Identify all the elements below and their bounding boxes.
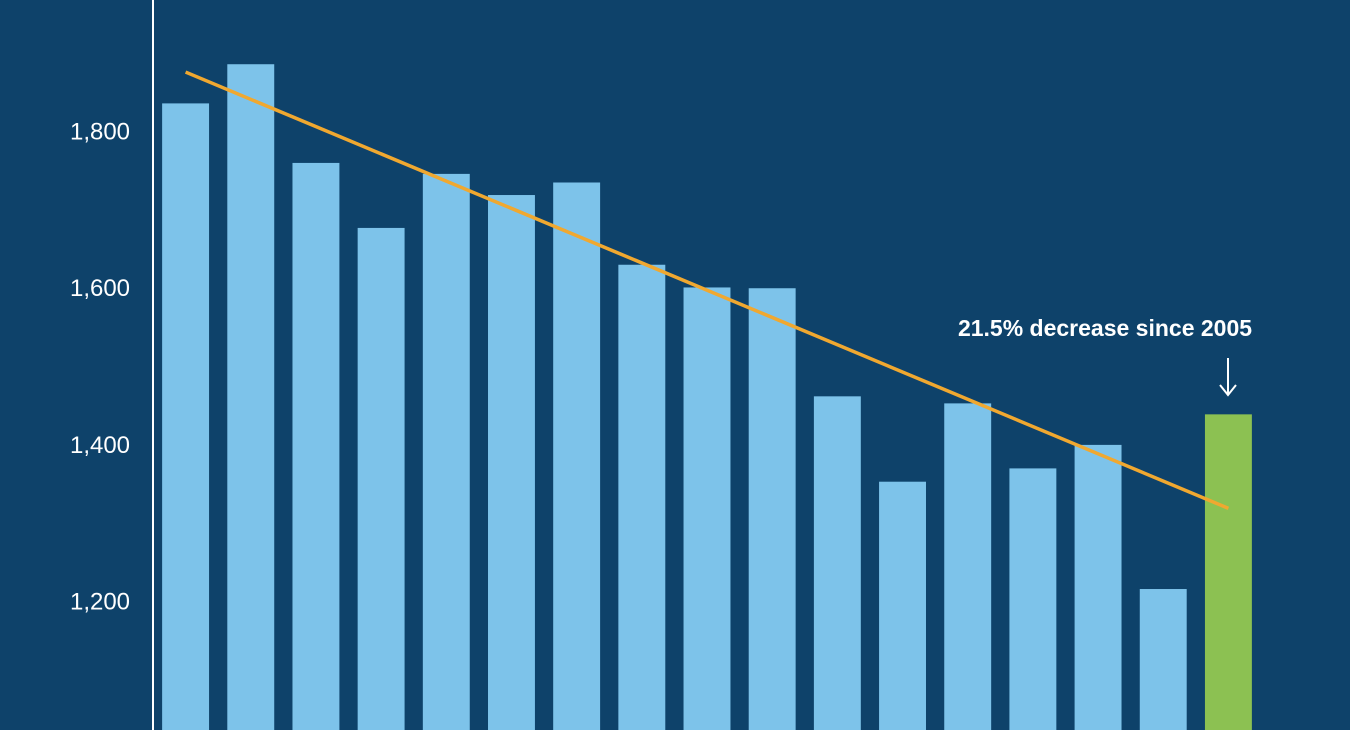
- y-tick-label: 1,600: [70, 275, 130, 302]
- bar: [1074, 444, 1122, 730]
- y-tick-label: 1,400: [70, 432, 130, 459]
- bar: [357, 227, 405, 730]
- bar: [292, 162, 340, 730]
- bar: [227, 64, 275, 730]
- annotation: 21.5% decrease since 2005: [958, 315, 1252, 341]
- bar: [162, 103, 210, 730]
- bar: [1139, 589, 1187, 730]
- bar: [944, 403, 992, 730]
- bar: [683, 287, 731, 730]
- bar: [1204, 414, 1252, 730]
- bar: [422, 173, 470, 730]
- arrow-head: [1219, 384, 1237, 397]
- bar: [488, 195, 535, 730]
- y-tick-label: 1,200: [70, 588, 130, 615]
- y-tick-label: 1,800: [70, 118, 130, 145]
- trend-line: [184, 70, 1230, 510]
- bar: [748, 288, 796, 730]
- bar: [1009, 468, 1057, 730]
- bar: [879, 481, 926, 730]
- bar: [618, 264, 666, 730]
- bar: [553, 182, 601, 730]
- bar: [813, 396, 861, 730]
- annotation-arrow: [1219, 358, 1237, 397]
